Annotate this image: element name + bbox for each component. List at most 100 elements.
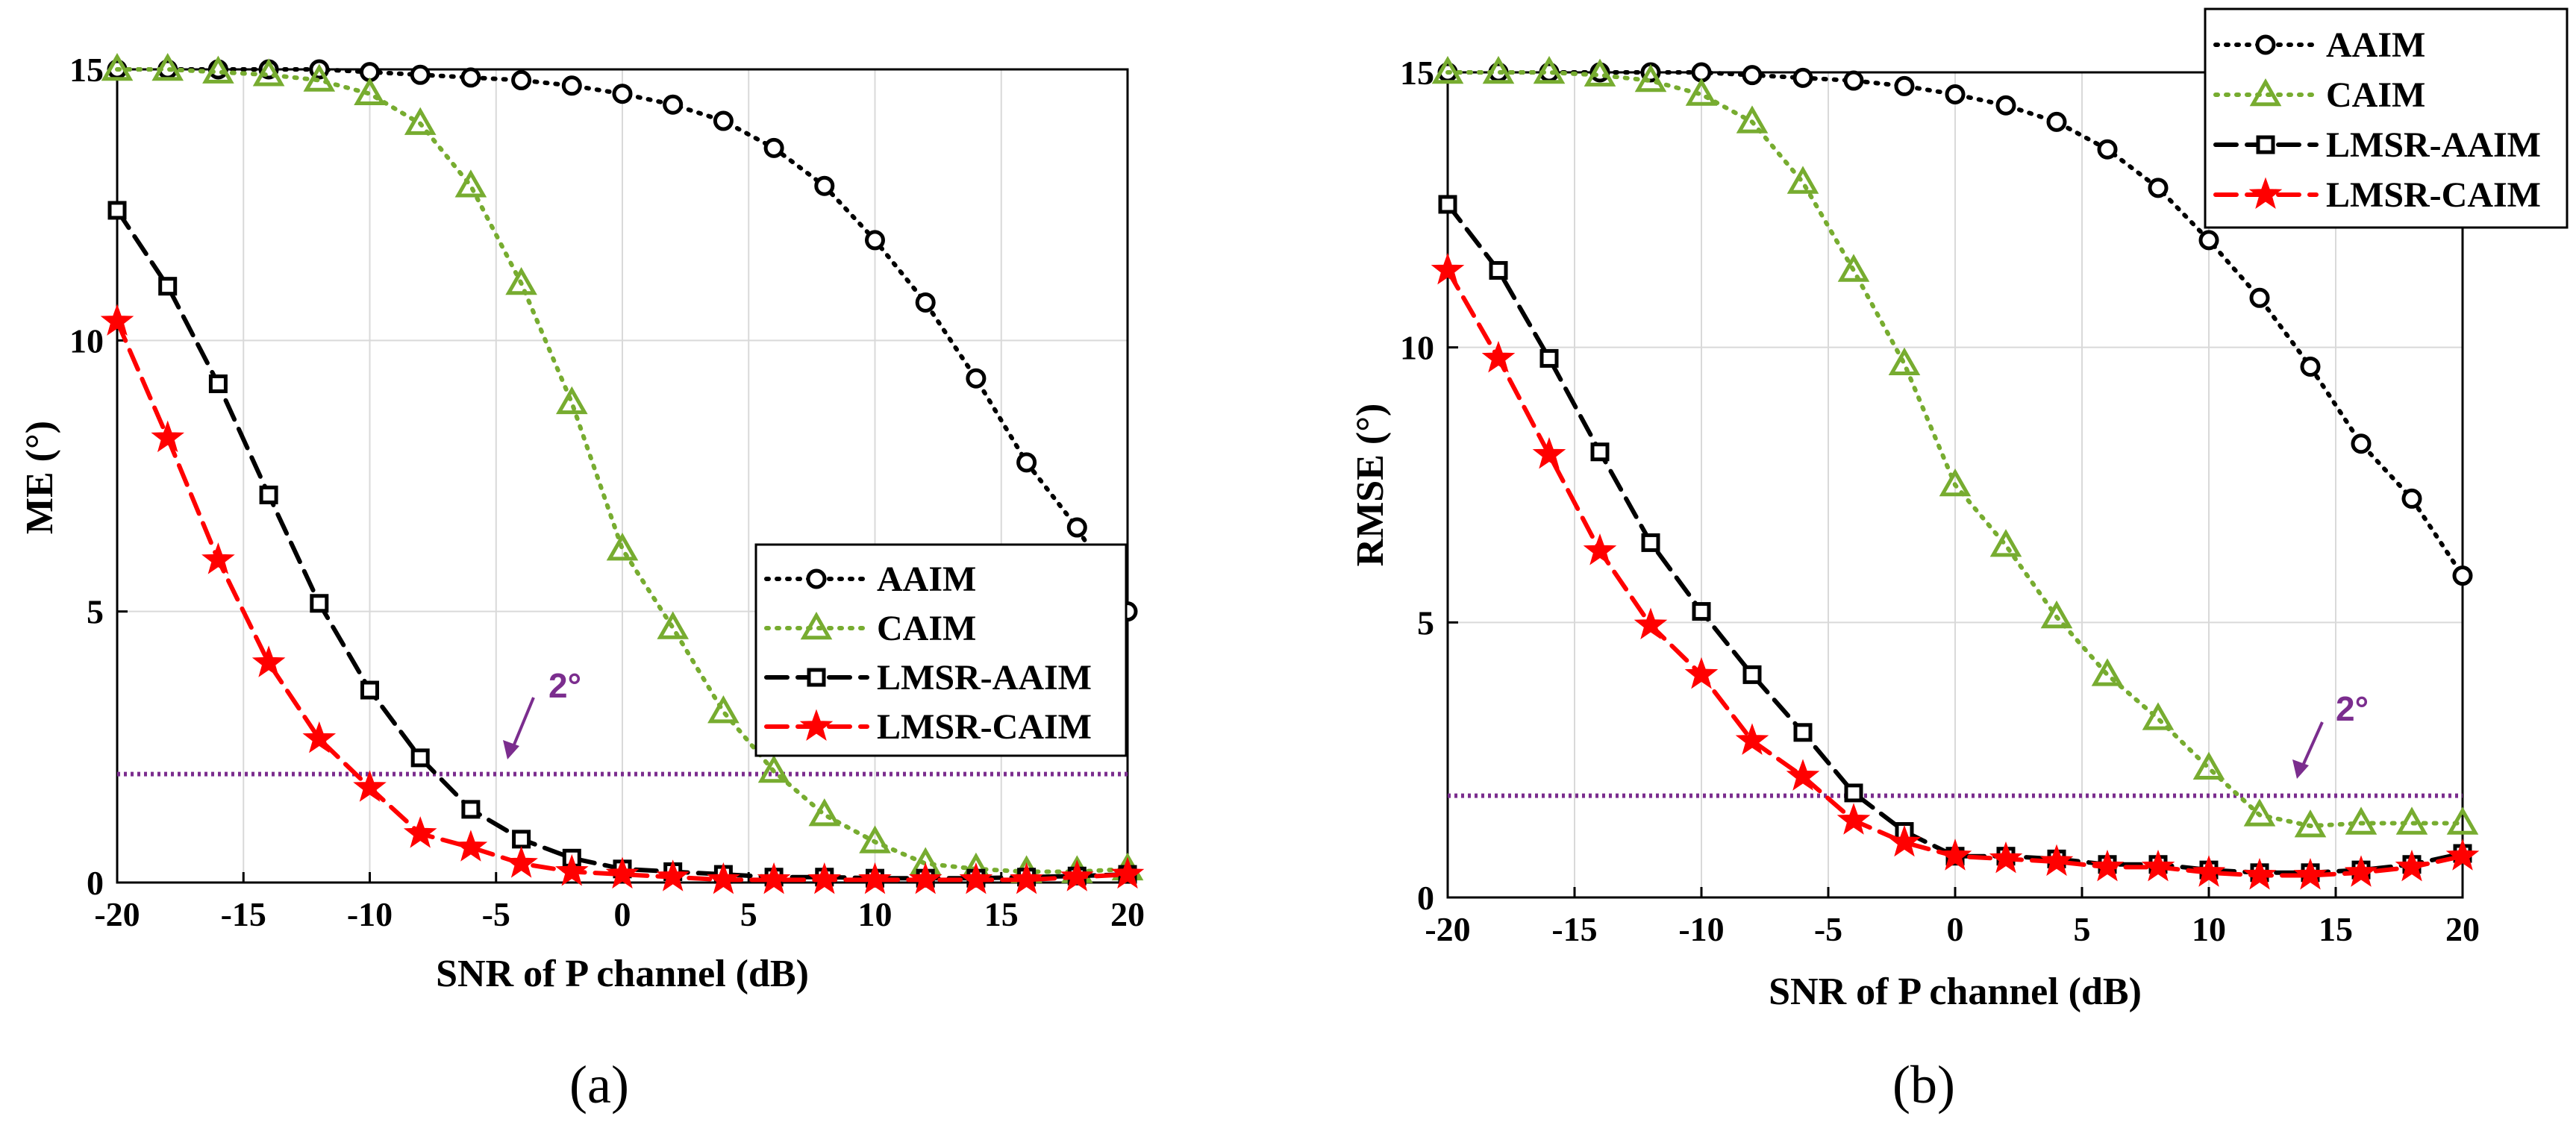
lmsr-caim-point [807,862,842,894]
series-aaim [1437,62,2473,586]
threshold-label-a: 2° [548,666,581,705]
lmsr-aaim-point [107,201,127,220]
caim-point [404,107,437,135]
x-tick-label: 15 [2319,910,2353,948]
x-tick-label: 0 [614,895,631,933]
series-lmsr-caim [1431,252,2480,890]
caim-point [354,77,386,105]
caim-point [1939,468,1972,497]
plot-area-b [1446,71,2464,899]
lmsr-aaim-point [310,594,329,613]
y-tick-label: 10 [1400,329,1434,367]
caim-line [1445,70,2465,829]
caption-b: (b) [1892,1055,1955,1115]
annotation-arrowhead-a [503,740,519,759]
aaim-point [1016,452,1037,473]
lmsr-caim-point [1684,656,1719,689]
aaim-point [966,368,987,389]
x-tick-label: -20 [94,895,140,933]
x-tick-label: -5 [1814,910,1842,948]
annotation-arrow-a [509,697,535,754]
legend-entry-lmsr-caim: LMSR-CAIM [764,707,1092,747]
caim-point [101,52,134,81]
x-tick-label: 10 [2192,910,2226,948]
x-tick-label: -15 [1551,910,1597,948]
lmsr-aaim-point [1438,195,1457,214]
caim-point [1888,347,1921,376]
aaim-point [2300,356,2321,377]
lmsr-caim-point [707,862,740,894]
lmsr-caim-point [1481,340,1516,373]
lmsr-aaim-point [1489,260,1508,280]
x-axis-label-b: SNR of P channel (dB) [1769,971,2142,1013]
x-tick-label: 0 [1947,910,1964,948]
lmsr-aaim-point [512,830,531,849]
lmsr-caim-point [1010,862,1043,894]
caim-point [151,52,184,81]
lmsr-caim-point [2141,849,2175,882]
legend-entry-lmsr-aaim: LMSR-AAIM [2213,125,2541,165]
series-a [100,52,1145,894]
lmsr-aaim-point [1793,723,1813,742]
lmsr-caim-point [554,854,589,886]
grid-lines-a [116,68,1129,884]
lmsr-caim-point [504,846,538,878]
legend-entry-aaim: AAIM [764,560,976,599]
aaim-line [115,67,1130,614]
aaim-point [1066,517,1087,538]
lmsr-aaim-point [410,748,430,768]
caim-point [1482,55,1515,84]
x-axis-label-a: SNR of P channel (dB) [436,953,809,995]
caim-point [2395,806,2428,835]
legend-entries-b: AAIM CAIM LMSR-AAIM LMSR-CAIM [2213,25,2541,215]
legend-swatch-marker [2248,177,2283,209]
lmsr-aaim-point [1641,533,1660,552]
x-tick-label: -10 [1678,910,1724,948]
legend-swatch-marker [2256,135,2275,154]
lmsr-caim-point [1060,859,1094,891]
lmsr-caim-point [1836,803,1871,835]
threshold-label-b: 2° [2336,689,2369,728]
lmsr-caim-point [2445,839,2480,871]
legend-a: AAIM CAIM LMSR-AAIM LMSR-CAIM [754,543,1128,757]
lmsr-caim-point [2293,858,2328,890]
aaim-point [915,292,936,313]
lmsr-caim-point [2344,855,2378,887]
aaim-point [1894,75,1915,96]
legend-swatch-marker [800,611,833,640]
aaim-point [2452,565,2473,586]
lmsr-caim-point [454,830,488,862]
lmsr-caim-point [100,304,134,336]
y-tick-label: 15 [1400,54,1434,92]
caim-point [1736,105,1769,134]
caim-point [1634,64,1667,93]
lmsr-caim-point [302,721,337,753]
x-tick-label: 5 [2074,910,2091,948]
caim-point [2294,809,2327,838]
caim-point [859,825,891,853]
y-tick-label: 10 [69,322,104,360]
lmsr-caim-point [1634,607,1668,639]
caim-point [505,266,537,295]
lmsr-caim-point [858,862,892,894]
caim-point [1989,529,2022,557]
aaim-point [460,67,481,88]
caim-point [2345,806,2378,835]
y-axis-label-b: RMSE (°) [1349,404,1392,567]
caim-point [808,798,841,827]
lmsr-aaim-point [360,680,379,700]
lmsr-caim-point [353,770,387,802]
legend-swatch-marker [806,568,827,589]
aaim-point [561,75,582,96]
lmsr-aaim-point [461,800,481,819]
caim-point [2192,751,2225,780]
x-tick-label: -10 [347,895,393,933]
series-b [1431,55,2480,890]
legend-label-caim: CAIM [2326,75,2425,115]
aaim-point [2097,139,2118,160]
x-tick-label: 20 [2445,910,2480,948]
caim-point [757,754,790,783]
caim-point [1786,166,1819,194]
threshold-annotation-b: 2° [2292,689,2369,779]
aaim-point [1742,65,1763,86]
